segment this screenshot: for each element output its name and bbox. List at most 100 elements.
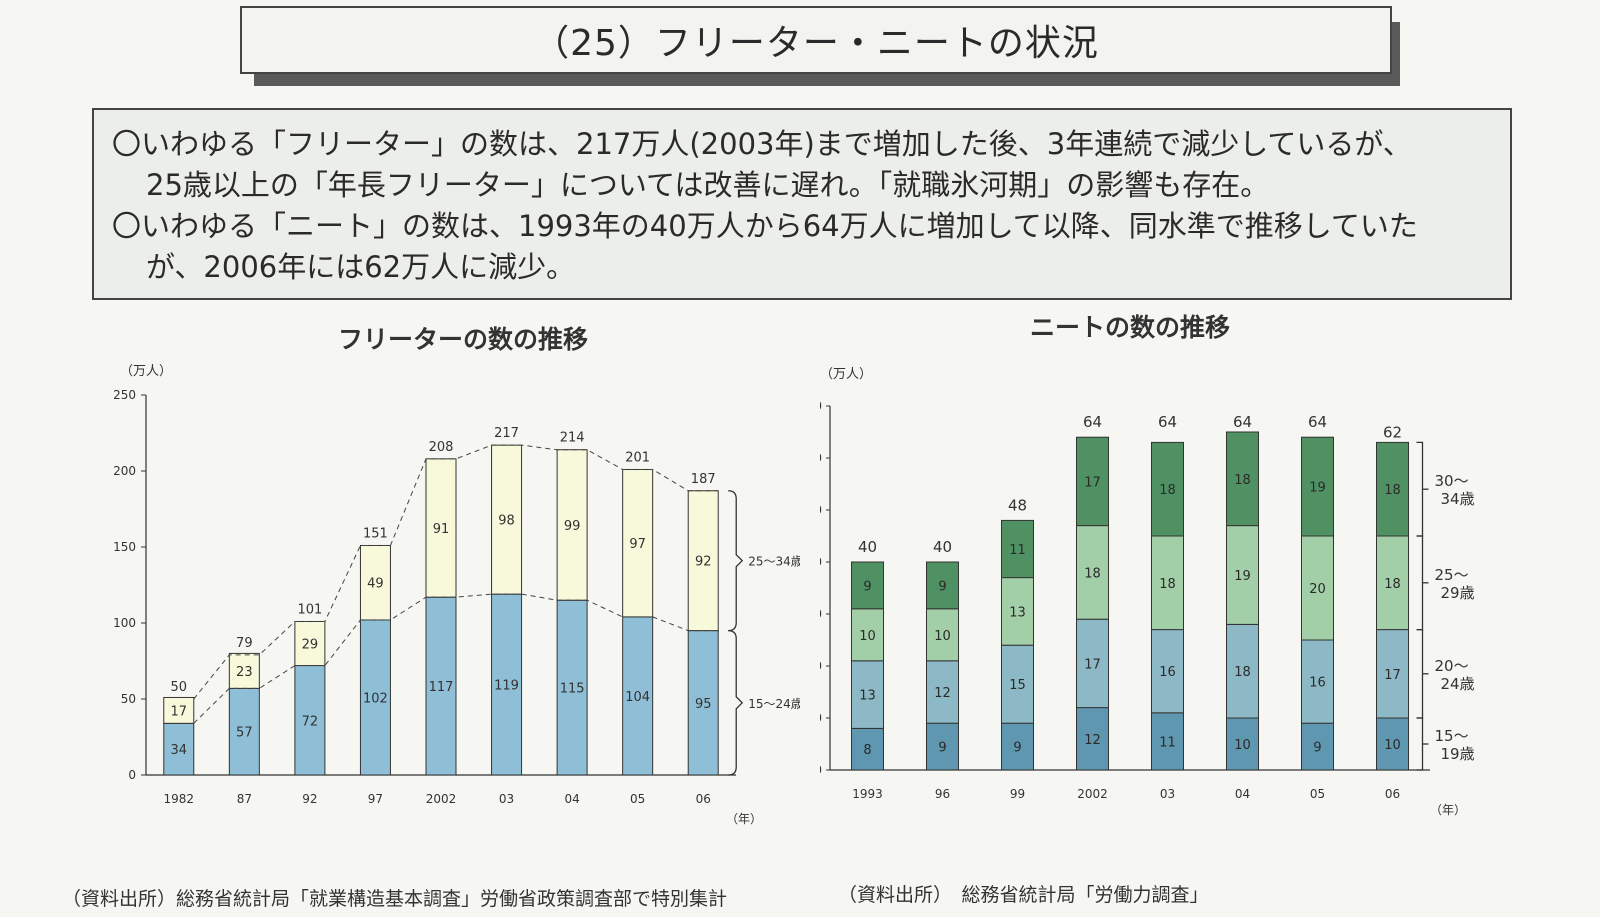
freeter-x-tick-label: 04 bbox=[564, 792, 579, 806]
neet-segment-label: 11 bbox=[1009, 543, 1026, 558]
summary-line-2: 25歳以上の「年長フリーター」については改善に遅れ。「就職氷河期」の影響も存在。 bbox=[146, 168, 1270, 202]
neet-total-label: 40 bbox=[858, 538, 877, 556]
freeter-bar-segment bbox=[425, 458, 457, 598]
neet-segment-label: 11 bbox=[1159, 735, 1176, 750]
freeter-y-tick-label: 250 bbox=[113, 388, 136, 402]
freeter-y-tick-label: 50 bbox=[121, 692, 136, 706]
neet-bar-segment bbox=[1076, 618, 1109, 709]
neet-x-tick-label: 03 bbox=[1160, 787, 1175, 801]
neet-bar-segment bbox=[1301, 436, 1334, 537]
freeter-bar-segment bbox=[687, 490, 719, 632]
neet-bar-segment bbox=[1226, 431, 1259, 527]
neet-bar-segment bbox=[1226, 525, 1259, 625]
freeter-segment-label: 92 bbox=[695, 555, 712, 570]
neet-x-tick-label: 04 bbox=[1235, 787, 1250, 801]
neet-segment-label: 18 bbox=[1234, 665, 1251, 680]
freeter-x-tick-label: 92 bbox=[302, 792, 317, 806]
neet-bar-segment bbox=[851, 561, 884, 610]
neet-y-tick-label: 10 bbox=[820, 711, 822, 725]
neet-segment-label: 15 bbox=[1009, 678, 1026, 693]
neet-segment-label: 12 bbox=[934, 686, 951, 701]
summary-line-3: 〇いわゆる「ニート」の数は、1993年の40万人から64万人に増加して以降、同水… bbox=[112, 209, 1418, 243]
freeter-segment-label: 102 bbox=[363, 691, 388, 706]
neet-bar-segment bbox=[1301, 535, 1334, 641]
freeter-total-label: 79 bbox=[236, 636, 253, 651]
freeter-bar-segment bbox=[294, 665, 326, 776]
freeter-segment-label: 91 bbox=[433, 522, 450, 537]
freeter-y-tick-label: 100 bbox=[113, 616, 136, 630]
neet-bar-segment bbox=[1301, 639, 1334, 724]
freeter-chart: （万人）050100150200250341750198257237987722… bbox=[113, 364, 800, 826]
neet-bar-segment bbox=[926, 722, 959, 771]
neet-x-tick-label: 2002 bbox=[1077, 787, 1108, 801]
freeter-bar-segment bbox=[425, 596, 457, 776]
neet-x-tick-label: 99 bbox=[1010, 787, 1025, 801]
neet-segment-label: 10 bbox=[859, 629, 876, 644]
freeter-segment-label: 17 bbox=[171, 704, 188, 719]
freeter-total-label: 201 bbox=[625, 450, 650, 465]
neet-y-unit: （万人） bbox=[820, 367, 872, 382]
freeter-segment-label: 72 bbox=[302, 714, 319, 729]
freeter-x-tick-label: 03 bbox=[499, 792, 514, 806]
summary-line-1: 〇いわゆる「フリーター」の数は、217万人(2003年)まで増加した後、3年連続… bbox=[112, 127, 1412, 161]
freeter-total-label: 101 bbox=[297, 602, 322, 617]
neet-total-label: 64 bbox=[1158, 413, 1177, 431]
neet-bar-segment bbox=[1001, 644, 1034, 724]
neet-total-label: 64 bbox=[1308, 413, 1327, 431]
freeter-x-tick-label: 2002 bbox=[426, 792, 457, 806]
freeter-segment-label: 57 bbox=[236, 726, 253, 741]
freeter-x-unit: （年） bbox=[726, 812, 762, 826]
neet-segment-label: 10 bbox=[1234, 738, 1251, 753]
neet-bar-segment bbox=[1076, 436, 1109, 527]
neet-segment-label: 9 bbox=[863, 579, 871, 594]
neet-total-label: 48 bbox=[1008, 496, 1027, 514]
freeter-bar-segment bbox=[491, 444, 523, 595]
freeter-segment-label: 34 bbox=[171, 743, 188, 758]
neet-segment-label: 8 bbox=[863, 743, 871, 758]
neet-segment-label: 20 bbox=[1309, 582, 1326, 597]
neet-segment-label: 18 bbox=[1384, 577, 1401, 592]
freeter-bar-segment bbox=[294, 620, 326, 667]
neet-bar-segment bbox=[1376, 535, 1409, 631]
neet-segment-label: 18 bbox=[1159, 483, 1176, 498]
neet-y-tick-label: 30 bbox=[820, 607, 822, 621]
freeter-y-tick-label: 150 bbox=[113, 540, 136, 554]
neet-bar-segment bbox=[851, 660, 884, 729]
neet-segment-label: 18 bbox=[1234, 473, 1251, 488]
freeter-x-tick-label: 1982 bbox=[164, 792, 195, 806]
freeter-y-tick-label: 0 bbox=[128, 768, 136, 782]
neet-segment-label: 9 bbox=[1313, 741, 1321, 756]
neet-bar-segment bbox=[851, 608, 884, 662]
freeter-x-tick-label: 87 bbox=[237, 792, 252, 806]
freeter-segment-label: 117 bbox=[429, 680, 454, 695]
neet-bar-segment bbox=[1151, 535, 1184, 631]
neet-bar-segment bbox=[1151, 712, 1184, 771]
neet-bar-segment bbox=[1226, 623, 1259, 719]
freeter-bar-segment bbox=[491, 593, 523, 776]
neet-segment-label: 17 bbox=[1384, 668, 1401, 683]
freeter-legend-bracket bbox=[728, 490, 744, 632]
neet-total-label: 40 bbox=[933, 538, 952, 556]
freeter-segment-label: 97 bbox=[629, 537, 646, 552]
neet-legend-label: 20～ 24歳 bbox=[1435, 657, 1475, 693]
neet-segment-label: 13 bbox=[859, 689, 876, 704]
neet-segment-label: 19 bbox=[1309, 481, 1326, 496]
neet-x-tick-label: 06 bbox=[1385, 787, 1400, 801]
neet-segment-label: 17 bbox=[1084, 657, 1101, 672]
page-title: （25）フリーター・ニートの状況 bbox=[240, 6, 1392, 74]
freeter-trend-line-total bbox=[193, 444, 719, 700]
neet-chart: （万人） 0 10 20 30 40 50 60 70 8 13 10 9 40 1993 9 12 10 9 40 9… bbox=[820, 367, 1475, 817]
neet-x-unit: （年） bbox=[1430, 803, 1466, 817]
neet-y-tick-label: 70 bbox=[820, 399, 822, 413]
freeter-segment-label: 99 bbox=[564, 519, 581, 534]
freeter-segment-label: 49 bbox=[367, 577, 384, 592]
freeter-y-tick-label: 200 bbox=[113, 464, 136, 478]
freeter-bar-segment bbox=[228, 652, 260, 689]
freeter-total-label: 214 bbox=[560, 431, 585, 446]
freeter-segment-label: 104 bbox=[625, 690, 650, 705]
neet-y-tick-label: 60 bbox=[820, 451, 822, 465]
freeter-segment-label: 98 bbox=[498, 514, 515, 529]
freeter-trend-line-15-24 bbox=[193, 593, 719, 724]
freeter-bar-segment bbox=[228, 687, 260, 776]
freeter-segment-label: 23 bbox=[236, 665, 253, 680]
